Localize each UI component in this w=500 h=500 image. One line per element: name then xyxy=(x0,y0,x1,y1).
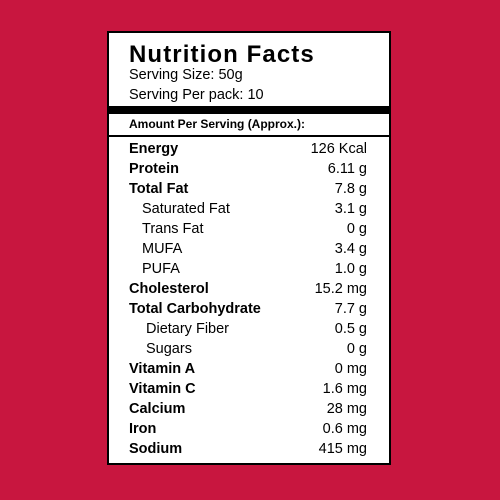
serving-per-pack: Serving Per pack: 10 xyxy=(129,87,264,103)
nutrient-name: Energy xyxy=(129,141,179,157)
nutrient-name: Vitamin A xyxy=(129,361,196,377)
nutrient-row: Vitamin A 0 mg xyxy=(109,360,389,380)
nutrient-value: 415 mg xyxy=(318,441,367,457)
nutrient-row: Total Carbohydrate 7.7 g xyxy=(109,300,389,320)
nutrient-value: 7.8 g xyxy=(334,181,367,197)
nutrient-value: 7.7 g xyxy=(334,301,367,317)
nutrient-name: Total Carbohydrate xyxy=(129,301,261,317)
nutrient-row: Saturated Fat 3.1 g xyxy=(109,200,389,220)
nutrition-facts-panel: Nutrition Facts Serving Size: 50g Servin… xyxy=(107,31,391,465)
thin-divider xyxy=(109,135,389,137)
nutrient-name: PUFA xyxy=(142,261,180,277)
nutrient-row: Energy 126 Kcal xyxy=(109,140,389,160)
nutrient-name: Calcium xyxy=(129,401,186,417)
nutrient-value: 6.11 g xyxy=(327,161,367,177)
nutrient-row: Sodium 415 mg xyxy=(109,440,389,460)
nutrient-name: Dietary Fiber xyxy=(146,321,229,337)
nutrient-name: Saturated Fat xyxy=(142,201,230,217)
nutrient-row: MUFA 3.4 g xyxy=(109,240,389,260)
nutrient-row: Trans Fat 0 g xyxy=(109,220,389,240)
nutrient-row: Iron 0.6 mg xyxy=(109,420,389,440)
nutrient-row: PUFA 1.0 g xyxy=(109,260,389,280)
nutrient-value: 3.4 g xyxy=(334,241,367,257)
nutrient-row: Total Fat 7.8 g xyxy=(109,180,389,200)
nutrient-list: Energy 126 Kcal Protein 6.11 g Total Fat 7.8 … xyxy=(109,140,389,460)
nutrient-value: 15.2 mg xyxy=(314,281,367,297)
nutrient-value: 1.6 mg xyxy=(322,381,367,397)
nutrient-name: Total Fat xyxy=(129,181,189,197)
nutrient-value: 28 mg xyxy=(326,401,367,417)
amount-per-serving-header: Amount Per Serving (Approx.): xyxy=(129,117,306,131)
nutrient-row: Calcium 28 mg xyxy=(109,400,389,420)
nutrient-row: Sugars 0 g xyxy=(109,340,389,360)
nutrient-value: 1.0 g xyxy=(334,261,367,277)
nutrient-row: Vitamin C 1.6 mg xyxy=(109,380,389,400)
nutrient-name: Iron xyxy=(129,421,157,437)
nutrient-value: 126 Kcal xyxy=(310,141,367,157)
nutrient-value: 0 mg xyxy=(334,361,367,377)
nutrient-value: 0 g xyxy=(346,221,367,237)
nutrient-row: Cholesterol 15.2 mg xyxy=(109,280,389,300)
nutrient-name: Vitamin C xyxy=(129,381,196,397)
serving-size: Serving Size: 50g xyxy=(129,67,243,83)
nutrition-title: Nutrition Facts xyxy=(129,41,315,68)
nutrient-row: Dietary Fiber 0.5 g xyxy=(109,320,389,340)
nutrient-value: 0.5 g xyxy=(334,321,367,337)
nutrient-name: Sodium xyxy=(129,441,183,457)
nutrient-name: MUFA xyxy=(142,241,183,257)
nutrient-name: Sugars xyxy=(146,341,192,357)
nutrient-name: Cholesterol xyxy=(129,281,209,297)
nutrient-value: 0.6 mg xyxy=(322,421,367,437)
nutrient-value: 3.1 g xyxy=(334,201,367,217)
thick-divider xyxy=(109,106,389,114)
nutrient-row: Protein 6.11 g xyxy=(109,160,389,180)
nutrient-value: 0 g xyxy=(346,341,367,357)
nutrient-name: Protein xyxy=(129,161,179,177)
nutrient-name: Trans Fat xyxy=(142,221,204,237)
